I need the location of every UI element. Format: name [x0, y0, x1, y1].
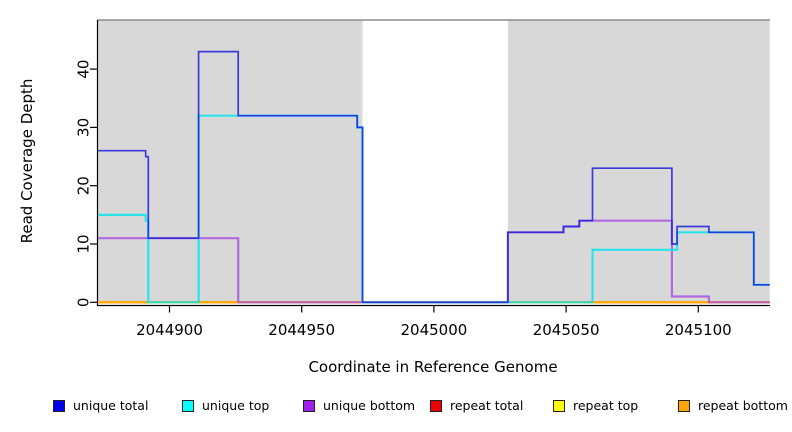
y-tick-label: 0 [75, 298, 93, 308]
legend-item-repeat-bottom: repeat bottom [678, 398, 788, 413]
shaded-region-left [98, 20, 363, 303]
legend-item-unique-top: unique top [182, 398, 269, 413]
legend-swatch-repeat-bottom-icon [678, 399, 690, 412]
legend-label: repeat total [450, 398, 524, 413]
legend-item-repeat-total: repeat total [430, 398, 523, 413]
y-tick-label: 40 [75, 60, 93, 79]
legend-swatch-unique-top-icon [182, 399, 194, 412]
y-tick-label: 20 [75, 176, 93, 195]
legend-swatch-repeat-top-icon [553, 399, 565, 412]
x-tick-label: 2044950 [268, 321, 335, 339]
legend-item-unique-bottom: unique bottom [303, 398, 415, 413]
legend-label: unique top [202, 398, 270, 413]
legend-label: unique bottom [323, 398, 416, 413]
legend-item-repeat-top: repeat top [553, 398, 638, 413]
legend-item-unique-total: unique total [53, 398, 148, 413]
shaded-region-right [507, 20, 770, 303]
x-axis-title: Coordinate in Reference Genome [308, 358, 558, 376]
x-tick-label: 2045000 [400, 321, 467, 339]
legend-label: repeat top [573, 398, 639, 413]
legend: unique total unique top unique bottom re… [0, 398, 792, 418]
y-axis-title: Read Coverage Depth [18, 78, 36, 244]
x-tick-label: 2045100 [665, 321, 732, 339]
legend-swatch-unique-total-icon [53, 399, 65, 412]
legend-swatch-unique-bottom-icon [303, 399, 315, 412]
legend-swatch-repeat-total-icon [430, 399, 442, 412]
series-unique-total [98, 50, 770, 304]
y-tick-label: 30 [75, 118, 93, 137]
x-tick-label: 2045050 [533, 321, 600, 339]
legend-label: repeat bottom [698, 398, 788, 413]
x-tick-label: 2044900 [136, 321, 203, 339]
y-tick-label: 10 [75, 234, 93, 253]
legend-label: unique total [73, 398, 149, 413]
